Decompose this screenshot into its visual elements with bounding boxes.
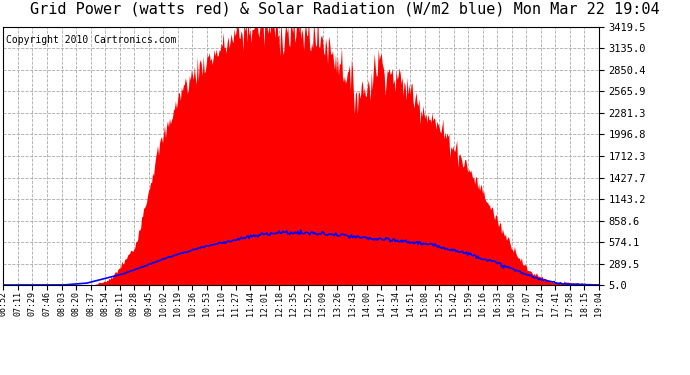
Text: Copyright 2010 Cartronics.com: Copyright 2010 Cartronics.com	[6, 35, 177, 45]
Text: Grid Power (watts red) & Solar Radiation (W/m2 blue) Mon Mar 22 19:04: Grid Power (watts red) & Solar Radiation…	[30, 2, 660, 17]
